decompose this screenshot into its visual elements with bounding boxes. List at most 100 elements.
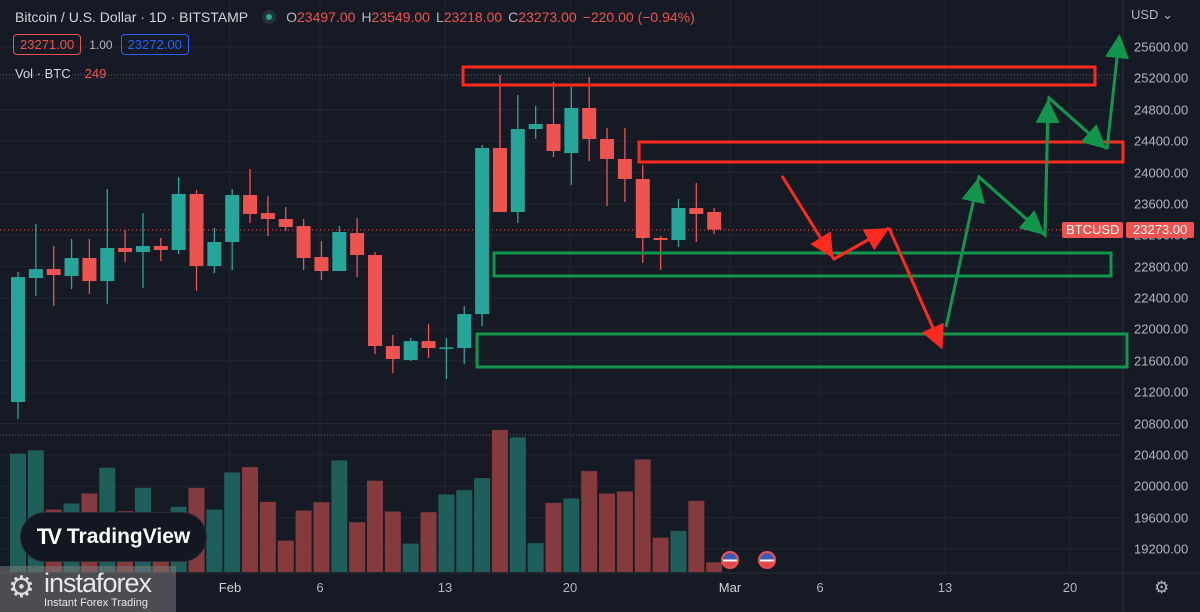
ohlc-low: L23218.00: [435, 9, 503, 25]
date-label: 13: [937, 580, 953, 595]
buy-button[interactable]: 23272.00: [120, 34, 189, 55]
candle: [510, 95, 525, 224]
date-label: 20: [562, 580, 578, 595]
candle: [296, 219, 311, 270]
volume-bar: [349, 522, 366, 572]
price-label: 22400.00: [1134, 290, 1189, 306]
price-label: 21600.00: [1134, 353, 1189, 369]
candle: [332, 225, 347, 272]
date-label: 13: [437, 580, 453, 595]
currency-selector[interactable]: USD ⌄: [1131, 7, 1173, 23]
tradingview-label: TradingView: [66, 525, 191, 548]
candle: [582, 77, 597, 162]
candle-body: [707, 211, 722, 230]
bearish-path-arrows[interactable]: [780, 175, 944, 350]
candle-body: [617, 159, 632, 180]
volume-bar: [670, 530, 687, 572]
volume-bar: [277, 540, 294, 572]
instaforex-logo-icon: ⚙: [8, 571, 35, 604]
candle: [135, 213, 150, 289]
candle: [546, 81, 561, 158]
candle: [421, 324, 436, 359]
candle: [225, 189, 240, 270]
candle: [475, 145, 490, 327]
volume-bar: [10, 453, 26, 572]
volume-bar: [420, 512, 437, 572]
tradingview-logo-icon: TV: [36, 524, 62, 549]
candle: [11, 272, 25, 420]
arrow-up-icon: [1105, 34, 1129, 150]
candle-body: [46, 269, 61, 276]
us-economic-event-icon[interactable]: [758, 551, 776, 569]
support-zone-lower[interactable]: [475, 332, 1129, 369]
sell-button[interactable]: 23271.00: [13, 34, 82, 55]
instaforex-name: instaforex: [44, 568, 152, 598]
volume-bar: [652, 537, 669, 572]
volume-bar: [474, 478, 491, 572]
candle-body: [243, 195, 258, 214]
chevron-down-icon: ⌄: [1162, 7, 1173, 22]
candle: [82, 239, 97, 294]
us-economic-event-icon[interactable]: [721, 551, 739, 569]
candle-body: [11, 277, 25, 403]
volume-bar: [634, 459, 651, 572]
price-label: 21200.00: [1134, 384, 1189, 400]
instaforex-tagline: Instant Forex Trading: [44, 597, 148, 609]
volume-bar: [242, 467, 259, 572]
annotations[interactable]: [461, 34, 1129, 369]
candle: [28, 224, 43, 297]
candle: [671, 199, 686, 248]
support-zone-upper[interactable]: [492, 251, 1113, 278]
date-label: 20: [1062, 580, 1078, 595]
price-change: −220.00 (−0.94%): [582, 9, 695, 25]
candle-body: [653, 237, 668, 241]
candle: [171, 177, 186, 254]
volume-bar: [616, 491, 633, 572]
ohlc-close: C23273.00: [508, 9, 577, 25]
price-label: 19600.00: [1134, 510, 1189, 526]
symbol-title[interactable]: Bitcoin / U.S. Dollar · 1D · BITSTAMP: [15, 9, 249, 25]
candle: [243, 169, 258, 224]
candles: [11, 75, 722, 420]
last-price-tag: 23273.00: [1126, 222, 1195, 238]
price-label: 22000.00: [1134, 321, 1189, 337]
volume-bar: [259, 501, 276, 572]
volume-bar: [367, 480, 383, 572]
volume-bar: [545, 502, 562, 572]
candle-body: [64, 257, 79, 277]
candle-body: [260, 213, 275, 220]
candle-body: [528, 124, 543, 130]
symbol-tag: BTCUSD: [1062, 222, 1124, 238]
candle-body: [278, 219, 293, 228]
candle-body: [385, 346, 400, 360]
symbol-header: Bitcoin / U.S. Dollar · 1D · BITSTAMP O2…: [15, 9, 701, 25]
candle: [278, 207, 293, 232]
resistance-zone-upper[interactable]: [461, 65, 1097, 87]
bullish-path-arrows[interactable]: [944, 34, 1129, 328]
price-label: 24000.00: [1134, 165, 1189, 180]
resistance-zone-lower[interactable]: [637, 140, 1125, 164]
candle-body: [207, 241, 222, 266]
candle-body: [635, 179, 650, 238]
candle: [118, 230, 133, 262]
candle-body: [314, 257, 329, 272]
instaforex-watermark: ⚙ instaforex Instant Forex Trading: [0, 566, 176, 612]
volume-bar: [224, 472, 241, 572]
candle-body: [403, 341, 418, 361]
price-label: 24400.00: [1134, 133, 1189, 149]
tradingview-logo[interactable]: TV TradingView: [20, 512, 207, 562]
volume-bar: [491, 430, 508, 572]
date-label: 6: [316, 580, 324, 595]
currency-label: USD: [1131, 7, 1159, 22]
candle: [368, 252, 382, 355]
volume-bar: [384, 511, 401, 572]
candle: [314, 241, 329, 281]
volume-bar: [563, 498, 580, 572]
volume-legend: Vol · BTC 249: [15, 66, 106, 81]
candle-body: [492, 148, 507, 213]
candle-body: [457, 314, 472, 349]
gear-icon[interactable]: ⚙: [1154, 578, 1170, 597]
candle-body: [689, 208, 704, 214]
candle-body: [546, 124, 561, 152]
